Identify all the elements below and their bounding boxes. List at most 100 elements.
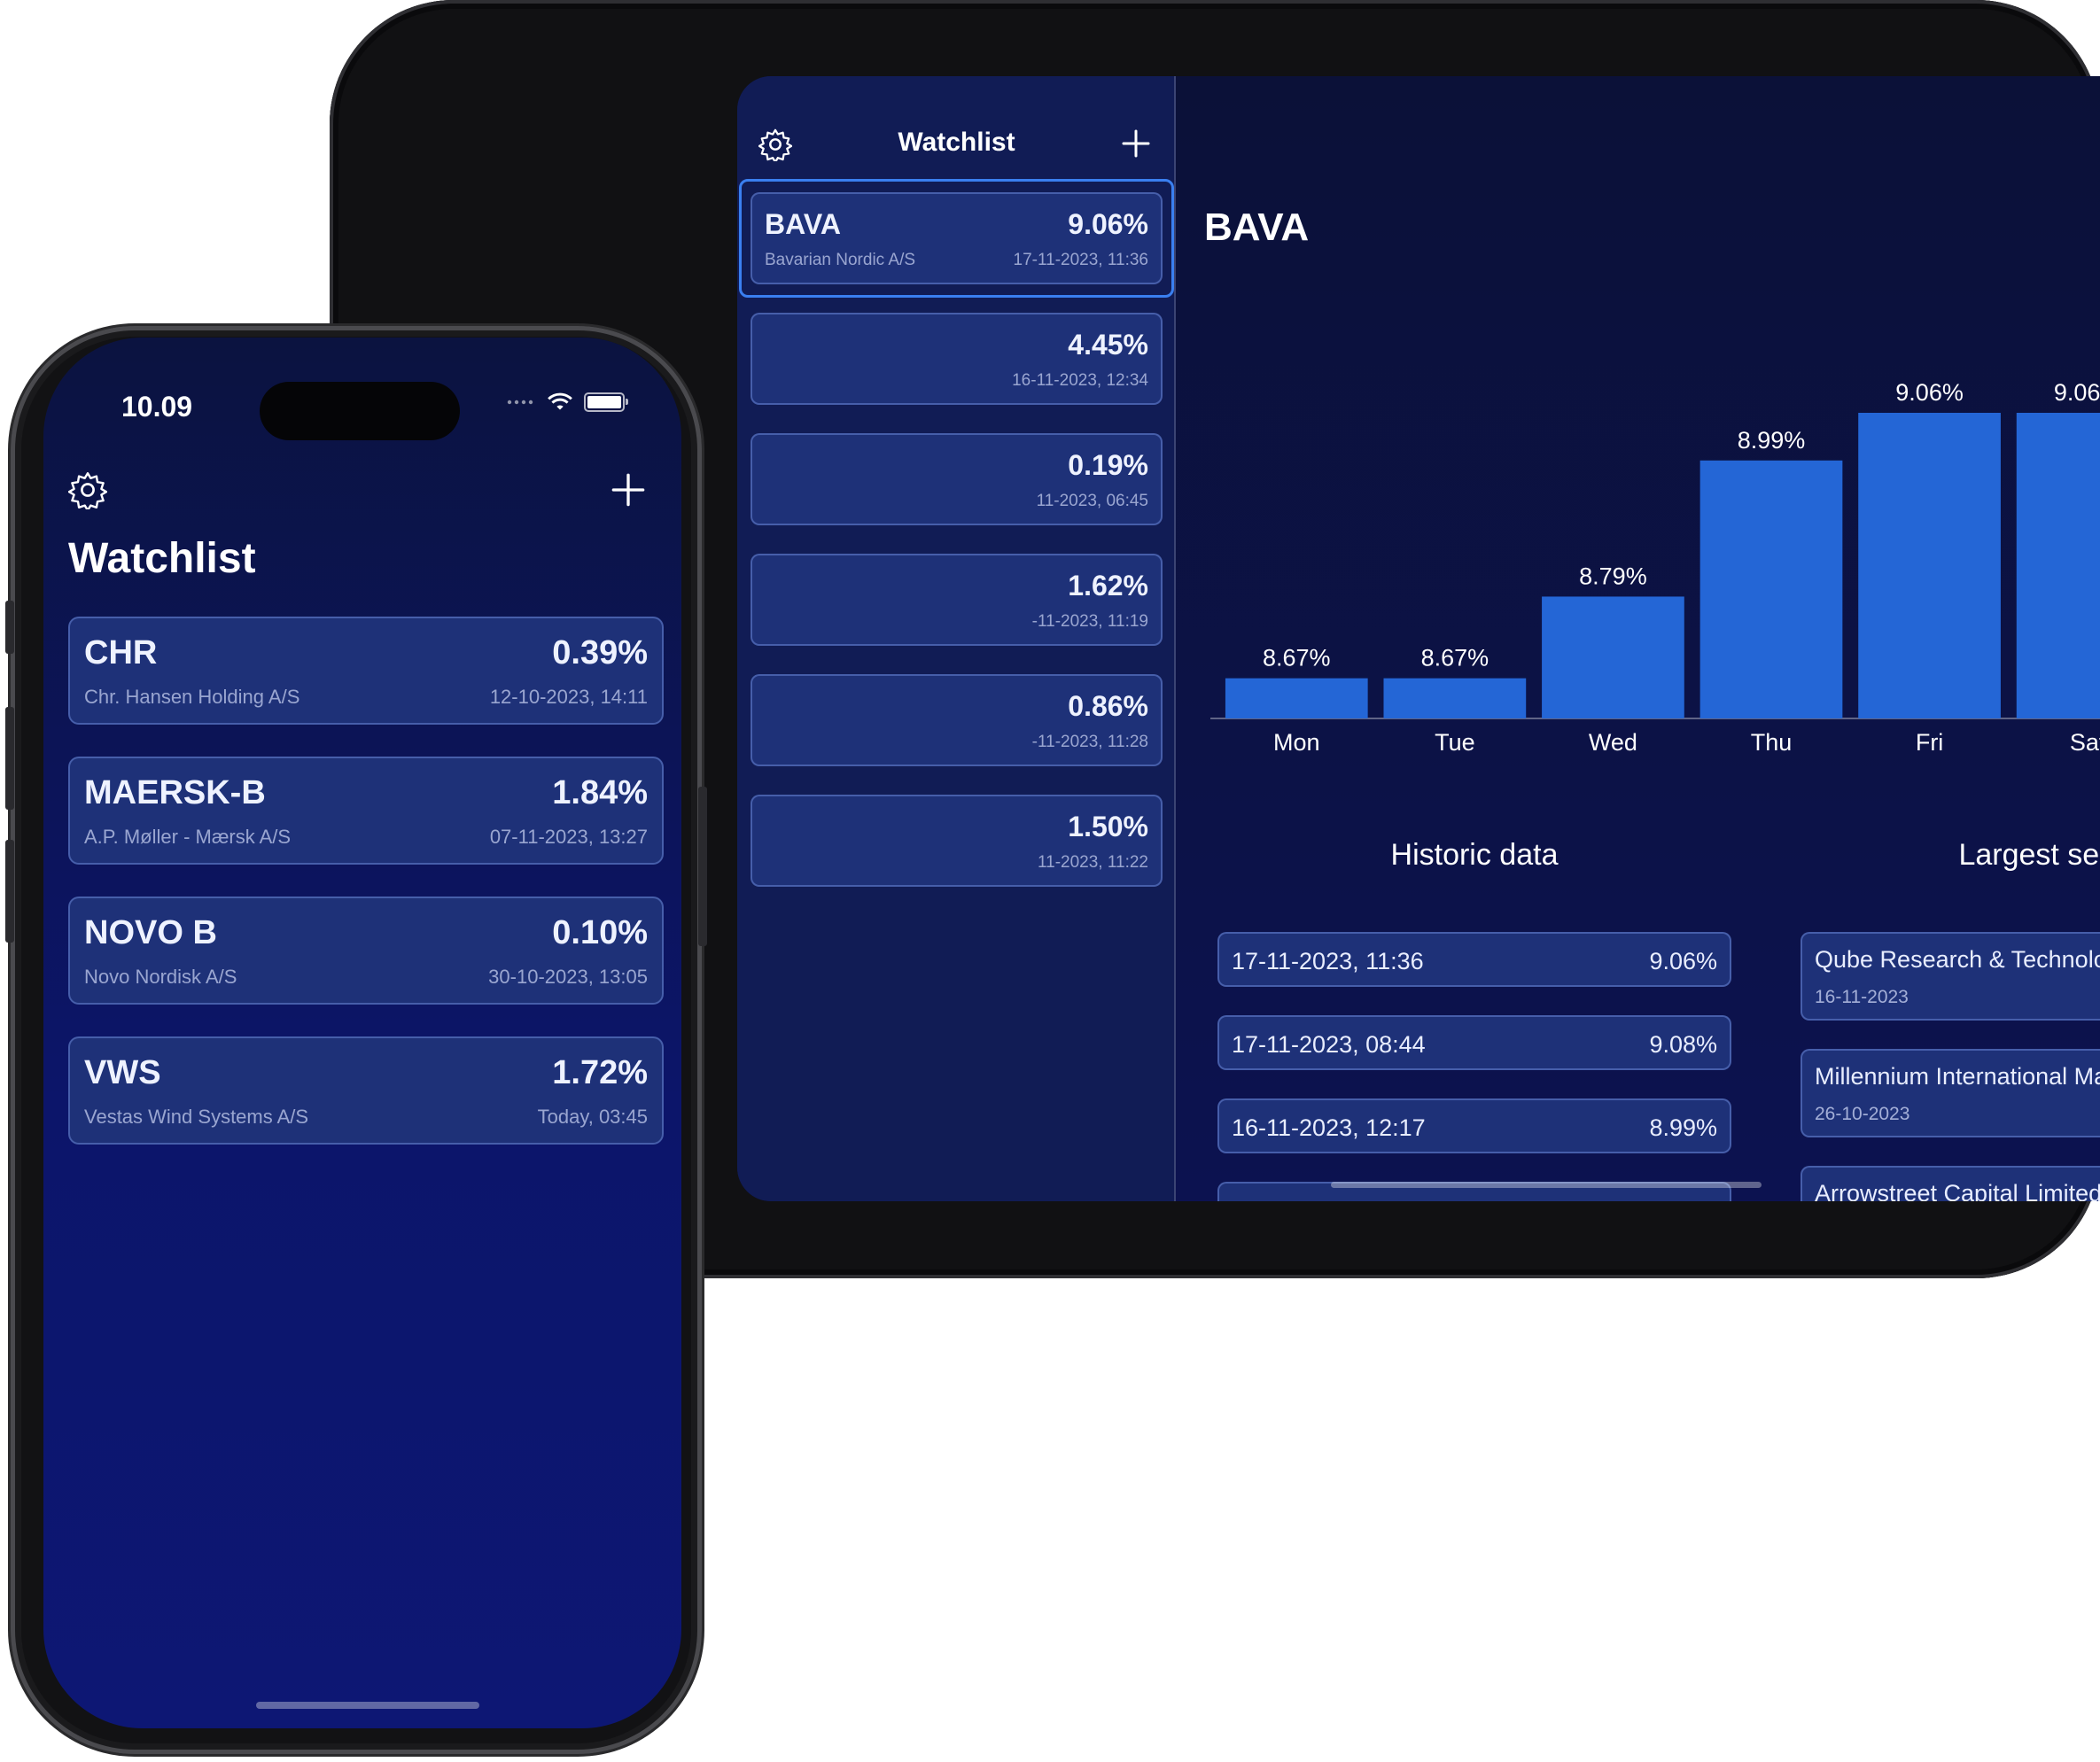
historic-row[interactable]: 16-11-2023, 12:17 8.99% — [1217, 1098, 1731, 1153]
x-tick-label: Wed — [1589, 729, 1637, 756]
selection-outline — [739, 179, 1174, 298]
chart-bar — [1383, 678, 1527, 718]
largest-sellers-title: Largest sellers — [1958, 838, 2100, 872]
list-item[interactable]: 0.19% 11-2023, 06:45 — [751, 433, 1163, 525]
bar-chart: 8.67% Mon 8.67% Tue 8.79% Wed 8.99% Thu 9.06% Fri… — [1210, 379, 2100, 756]
item-date: -11-2023, 11:19 — [1031, 612, 1148, 631]
list-item[interactable]: 1.62% -11-2023, 11:19 — [751, 554, 1163, 646]
item-date: 30-10-2023, 13:05 — [488, 966, 648, 988]
item-name: Chr. Hansen Holding A/S — [84, 686, 300, 708]
item-symbol: CHR — [84, 634, 158, 671]
seller-row[interactable]: Qube Research & Technologies Ltd 16-11-2… — [1801, 932, 2100, 1021]
chart-bar — [1699, 460, 1843, 718]
item-name: Novo Nordisk A/S — [84, 966, 237, 988]
historic-row[interactable]: 17-11-2023, 08:44 9.08% — [1217, 1015, 1731, 1070]
historic-value: 9.06% — [1649, 948, 1717, 974]
chart-bar — [2016, 413, 2100, 718]
detail-title: BAVA — [1204, 206, 1310, 249]
x-tick-label: Fri — [1916, 729, 1943, 756]
item-date: 11-2023, 11:22 — [1037, 853, 1148, 872]
gear-icon[interactable] — [68, 470, 107, 509]
sidebar-title: Watchlist — [898, 128, 1015, 157]
signal-icon — [507, 400, 533, 405]
ipad-device: 23:39 Sun 19 Nov 100% Watchlist B — [330, 0, 2100, 1278]
seller-name: Arrowstreet Capital Limited Partnership — [1815, 1180, 2100, 1201]
seller-row[interactable]: Millennium International Management LP 2… — [1801, 1049, 2100, 1137]
wifi-icon — [548, 392, 572, 410]
item-percent: 1.62% — [1068, 570, 1148, 602]
plus-icon[interactable] — [1120, 128, 1152, 159]
item-date: Today, 03:45 — [537, 1106, 648, 1128]
seller-name: Qube Research & Technologies Ltd — [1815, 946, 2100, 973]
chart-bar — [1542, 596, 1684, 718]
chart-bar — [1858, 413, 2001, 718]
list-item[interactable]: 1.50% 11-2023, 11:22 — [751, 795, 1163, 887]
seller-date: 26-10-2023 — [1815, 1104, 1910, 1124]
item-name: Vestas Wind Systems A/S — [84, 1106, 309, 1128]
item-date: 12-10-2023, 14:11 — [489, 686, 648, 708]
battery-fill — [587, 396, 621, 408]
item-percent: 1.50% — [1068, 811, 1148, 842]
ipad-screen: 23:39 Sun 19 Nov 100% Watchlist B — [737, 76, 2100, 1201]
x-tick-label: Tue — [1435, 729, 1475, 756]
historic-date: 17-11-2023, 08:44 — [1232, 1031, 1426, 1058]
volume-up-button — [5, 707, 14, 810]
bar-value-label: 8.79% — [1579, 563, 1647, 589]
list-item[interactable]: 0.86% -11-2023, 11:28 — [751, 674, 1163, 766]
bar-value-label: 8.99% — [1738, 427, 1806, 454]
historic-value: 9.08% — [1649, 1031, 1717, 1058]
historic-data-title: Historic data — [1390, 838, 1559, 872]
volume-down-button — [5, 840, 14, 943]
bar-value-label: 8.67% — [1263, 645, 1331, 671]
item-date: -11-2023, 11:28 — [1031, 733, 1148, 751]
historic-date: 17-11-2023, 11:36 — [1232, 948, 1424, 974]
list-item[interactable]: CHR 0.39% Chr. Hansen Holding A/S 12-10-… — [68, 617, 664, 725]
item-symbol: MAERSK-B — [84, 774, 266, 811]
historic-value: 8.99% — [1649, 1114, 1717, 1141]
dynamic-island — [260, 382, 460, 440]
power-button — [698, 787, 707, 946]
gear-icon[interactable] — [758, 128, 792, 161]
x-tick-label: Thu — [1751, 729, 1793, 756]
list-item[interactable]: 4.45% 16-11-2023, 12:34 — [751, 313, 1163, 405]
x-tick-label: Mon — [1273, 729, 1320, 756]
item-name: A.P. Møller - Mærsk A/S — [84, 826, 292, 848]
chart-bar — [1225, 678, 1368, 718]
detail-lists: 17-11-2023, 11:36 9.06% 17-11-2023, 08:4… — [1178, 909, 2100, 1201]
seller-date: 16-11-2023 — [1815, 987, 1909, 1007]
historic-date: 16-11-2023, 12:17 — [1232, 1114, 1426, 1141]
iphone-device: 10.09 Watchlist CHR 0.39% — [5, 326, 707, 1754]
item-percent: 4.45% — [1068, 329, 1148, 361]
item-symbol: VWS — [84, 1054, 161, 1091]
item-percent: 0.10% — [552, 914, 648, 951]
bar-value-label: 9.06% — [1895, 379, 1964, 406]
item-percent: 0.86% — [1068, 690, 1148, 722]
list-item[interactable]: BAVA 9.06% Bavarian Nordic A/S 17-11-202… — [751, 192, 1163, 284]
ipad-detail-pane: BAVA 8.67% Mon 8.67% Tue 8.79% Wed 8.99% Thu 9.0… — [1178, 76, 2100, 1201]
seller-row[interactable]: Arrowstreet Capital Limited Partnership — [1801, 1166, 2100, 1201]
home-indicator — [256, 1702, 479, 1709]
bar-value-label: 9.06% — [2054, 379, 2100, 406]
iphone-status-right — [506, 392, 628, 412]
item-date: 11-2023, 06:45 — [1036, 492, 1148, 510]
list-item[interactable]: NOVO B 0.10% Novo Nordisk A/S 30-10-2023… — [68, 897, 664, 1005]
item-name: Bavarian Nordic A/S — [765, 251, 916, 269]
bar-value-label: 8.67% — [1421, 645, 1489, 671]
historic-row[interactable]: 17-11-2023, 11:36 9.06% — [1217, 932, 1731, 987]
page-title: Watchlist — [68, 535, 256, 582]
list-item[interactable]: VWS 1.72% Vestas Wind Systems A/S Today,… — [68, 1036, 664, 1145]
battery-icon — [584, 392, 628, 412]
item-date: 16-11-2023, 12:34 — [1012, 371, 1148, 390]
home-indicator — [1331, 1182, 1762, 1188]
item-percent: 1.84% — [552, 774, 648, 811]
item-percent: 9.06% — [1068, 208, 1148, 240]
list-item[interactable]: MAERSK-B 1.84% A.P. Møller - Mærsk A/S 0… — [68, 757, 664, 865]
plus-icon[interactable] — [611, 472, 646, 508]
item-percent: 1.72% — [552, 1054, 648, 1091]
item-date: 17-11-2023, 11:36 — [1013, 251, 1148, 269]
x-tick-label: Sat — [2070, 729, 2100, 756]
status-time: 10.09 — [121, 391, 193, 423]
action-button — [5, 601, 14, 654]
historic-date: 15-11-2023, 11:21 — [1232, 1198, 1424, 1201]
historic-row[interactable]: 15-11-2023, 11:21 8.79% — [1217, 1182, 1731, 1201]
